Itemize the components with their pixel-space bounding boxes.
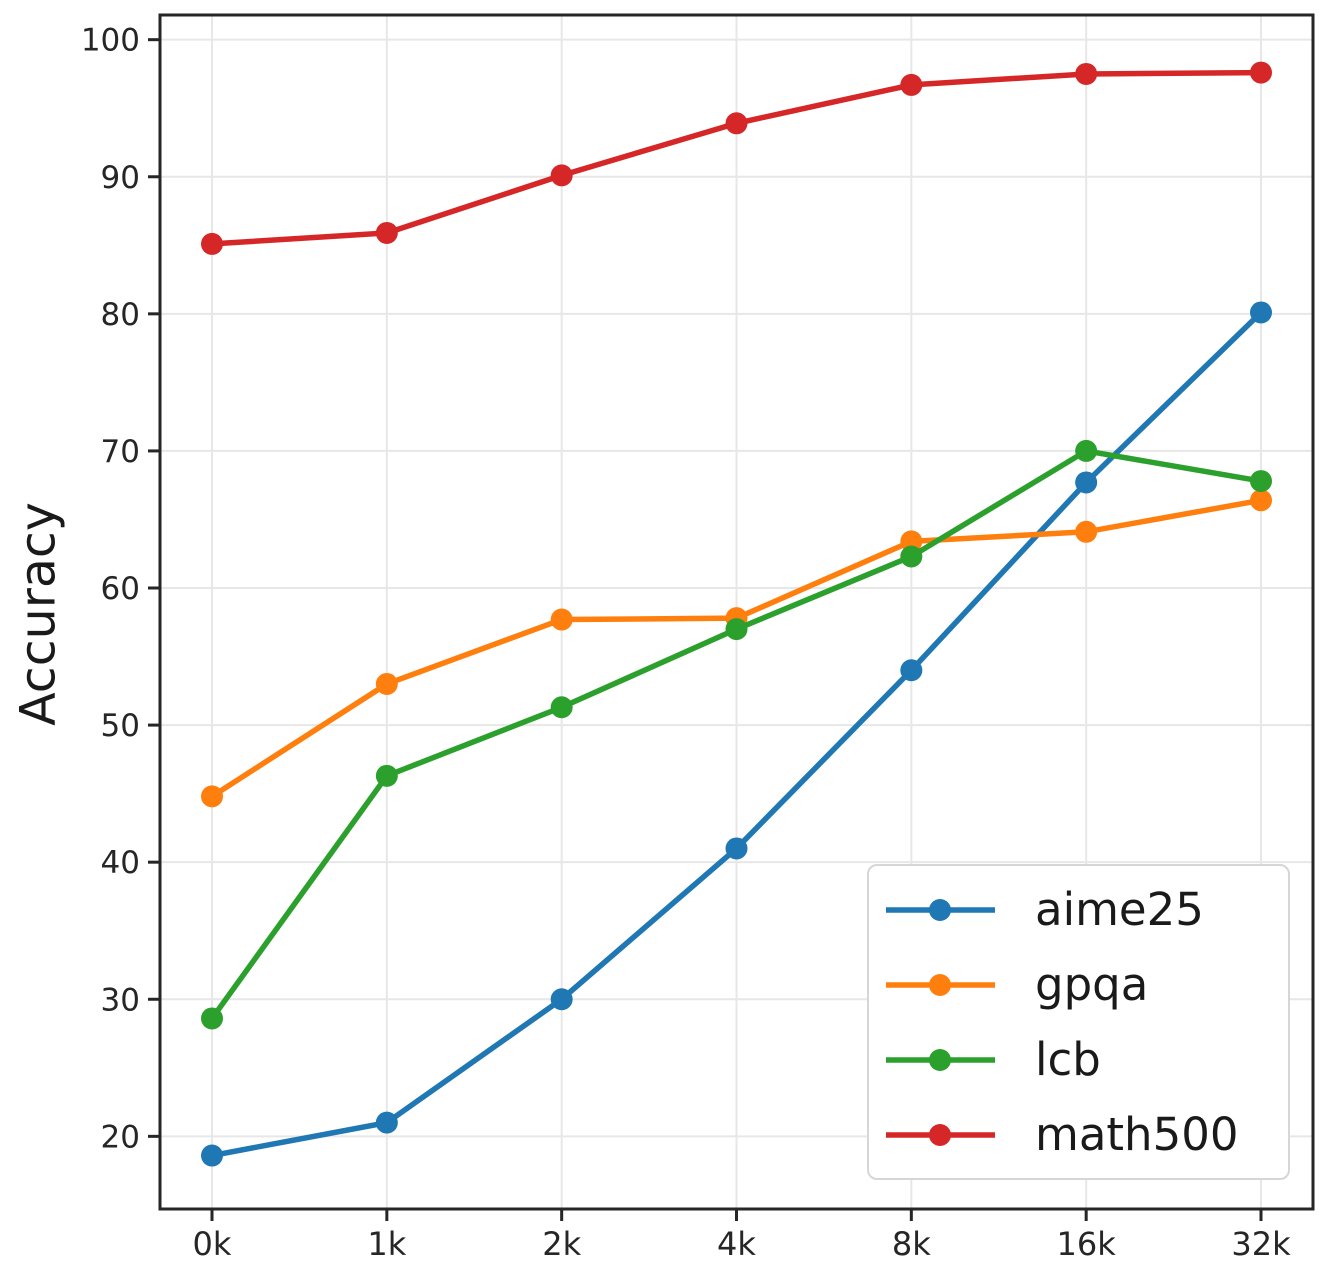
x-tick-label-32k: 32k: [1231, 1225, 1291, 1263]
y-tick-label-60: 60: [101, 571, 140, 607]
marker-gpqa-32k: [1250, 489, 1272, 512]
marker-lcb-2k: [550, 696, 573, 719]
marker-lcb-4k: [725, 618, 748, 641]
marker-lcb-32k: [1250, 470, 1272, 493]
marker-math500-32k: [1250, 61, 1272, 84]
legend-item-math500: math500: [869, 1112, 1288, 1157]
x-tick-label-0k: 0k: [193, 1225, 232, 1263]
marker-aime25-4k: [725, 837, 748, 860]
legend-line-marker-icon: [886, 1123, 995, 1146]
marker-gpqa-8k: [900, 530, 923, 553]
marker-gpqa-16k: [1075, 520, 1098, 543]
marker-math500-2k: [550, 164, 573, 187]
marker-lcb-0k: [201, 1007, 223, 1030]
marker-aime25-2k: [550, 988, 573, 1011]
marker-aime25-32k: [1250, 301, 1272, 324]
x-tick-label-1k: 1k: [367, 1225, 406, 1263]
y-tick-label-20: 20: [101, 1119, 140, 1155]
legend-line-marker-icon: [886, 898, 995, 921]
marker-lcb-16k: [1075, 439, 1098, 462]
marker-gpqa-2k: [550, 608, 573, 631]
marker-lcb-1k: [375, 764, 398, 787]
legend-line-marker-icon: [886, 1048, 995, 1071]
y-tick-label-100: 100: [81, 23, 140, 59]
marker-aime25-16k: [1075, 471, 1098, 494]
x-tick-label-8k: 8k: [892, 1225, 931, 1263]
legend-label-lcb: lcb: [1035, 1033, 1101, 1086]
y-tick-label-70: 70: [101, 434, 140, 470]
y-axis-label: Accuracy: [9, 502, 67, 726]
marker-gpqa-0k: [201, 785, 223, 808]
y-tick-label-90: 90: [101, 160, 140, 196]
legend-line-marker-icon: [886, 973, 995, 996]
y-tick-label-50: 50: [101, 708, 140, 744]
legend-item-lcb: lcb: [869, 1037, 1288, 1082]
marker-lcb-8k: [900, 545, 923, 568]
legend-label-gpqa: gpqa: [1035, 958, 1149, 1011]
marker-math500-8k: [900, 73, 923, 96]
x-tick-label-2k: 2k: [542, 1225, 581, 1263]
legend-item-aime25: aime25: [869, 887, 1288, 932]
y-tick-label-40: 40: [101, 845, 140, 881]
y-tick-label-30: 30: [101, 982, 140, 1018]
marker-math500-16k: [1075, 62, 1098, 85]
marker-math500-0k: [201, 232, 223, 255]
marker-gpqa-1k: [375, 672, 398, 695]
marker-math500-1k: [375, 221, 398, 244]
x-tick-label-16k: 16k: [1057, 1225, 1117, 1263]
y-tick-label-80: 80: [101, 297, 140, 333]
legend-item-gpqa: gpqa: [869, 962, 1288, 1007]
marker-math500-4k: [725, 112, 748, 135]
x-tick-label-4k: 4k: [717, 1225, 756, 1263]
legend-label-math500: math500: [1035, 1108, 1239, 1161]
legend-label-aime25: aime25: [1035, 883, 1204, 936]
legend: aime25 gpqa lcb math500: [867, 864, 1290, 1180]
marker-aime25-1k: [375, 1111, 398, 1134]
marker-aime25-8k: [900, 659, 923, 682]
marker-aime25-0k: [201, 1144, 223, 1167]
